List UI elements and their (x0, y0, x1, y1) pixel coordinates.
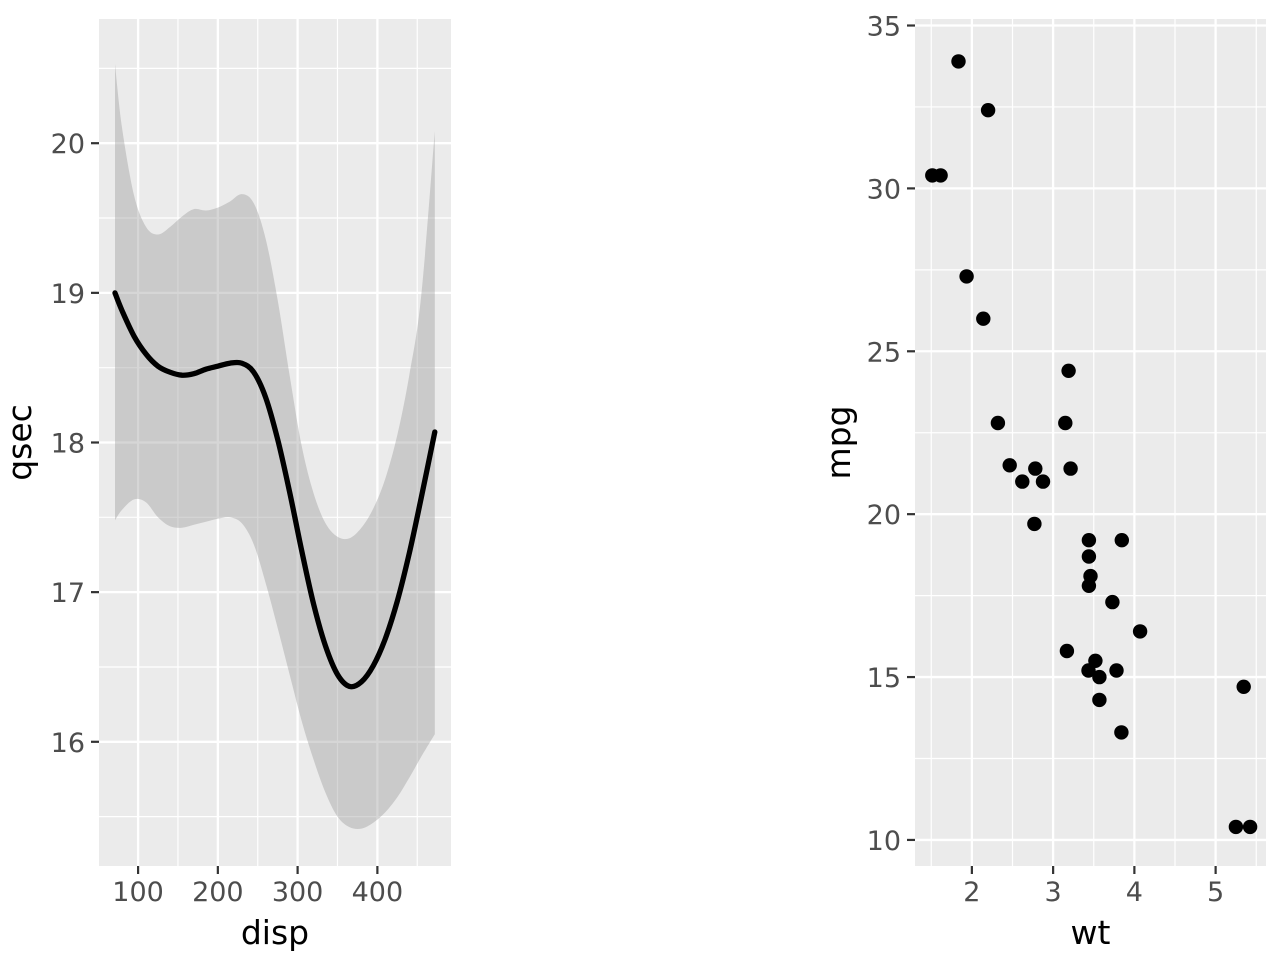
data-point (990, 415, 1006, 431)
data-point (1058, 415, 1073, 431)
x-tick-label: 100 (112, 877, 164, 908)
y-tick-label: 17 (51, 578, 85, 609)
data-point (1092, 692, 1107, 708)
x-tick-label: 200 (192, 877, 244, 908)
mpg-vs-wt-scatter-chart: 2 3 4 5 10 15 20 25 30 35 wt mpg (819, 12, 1266, 952)
data-point (1092, 669, 1107, 685)
x-tick-label: 3 (1045, 877, 1062, 908)
y-tick-label: 10 (867, 826, 901, 857)
x-tick-label: 400 (352, 877, 404, 908)
y-axis-title: mpg (819, 405, 858, 479)
x-tick-label: 2 (963, 877, 980, 908)
data-point (1132, 624, 1148, 639)
y-tick-label: 30 (867, 174, 901, 205)
y-tick-label: 25 (867, 337, 901, 368)
data-point (1027, 516, 1042, 532)
data-point (1028, 461, 1043, 476)
data-point (1015, 474, 1030, 489)
data-point (1114, 725, 1129, 740)
data-point (980, 103, 996, 118)
x-axis-title: disp (241, 913, 309, 952)
qsec-vs-disp-smooth-chart: 100 200 300 400 16 17 18 19 20 disp qsec (0, 19, 451, 952)
loess-smooth-line (112, 290, 438, 690)
data-point (976, 311, 991, 326)
data-point (1105, 594, 1120, 610)
data-point (1063, 461, 1078, 476)
data-point (1114, 533, 1130, 548)
data-point (1081, 578, 1097, 593)
data-point (925, 168, 940, 183)
data-point (1061, 363, 1076, 378)
x-axis-title: wt (1071, 913, 1111, 952)
y-tick-label: 20 (867, 500, 901, 531)
data-point (1081, 663, 1096, 678)
y-tick-label: 20 (51, 129, 85, 160)
data-point (951, 54, 966, 69)
y-tick-label: 19 (51, 279, 85, 310)
data-point (1081, 533, 1097, 548)
y-tick-label: 15 (867, 663, 901, 694)
confidence-ribbon (115, 63, 435, 829)
y-tick-label: 18 (51, 429, 85, 460)
data-point (1242, 819, 1258, 835)
data-point (1081, 549, 1097, 564)
y-axis-title: qsec (0, 404, 39, 481)
data-point (1035, 474, 1051, 489)
scatter-panel-background (915, 19, 1266, 866)
y-tick-label: 16 (51, 728, 85, 759)
x-tick-label: 5 (1207, 877, 1224, 908)
data-point (1228, 819, 1244, 835)
x-tick-label: 300 (272, 877, 324, 908)
data-point (1059, 643, 1075, 659)
x-tick-label: 4 (1126, 877, 1143, 908)
data-point (1109, 663, 1124, 678)
y-tick-label: 35 (867, 12, 901, 43)
data-point (1002, 458, 1017, 473)
data-point (959, 269, 974, 284)
data-point (1236, 679, 1251, 694)
